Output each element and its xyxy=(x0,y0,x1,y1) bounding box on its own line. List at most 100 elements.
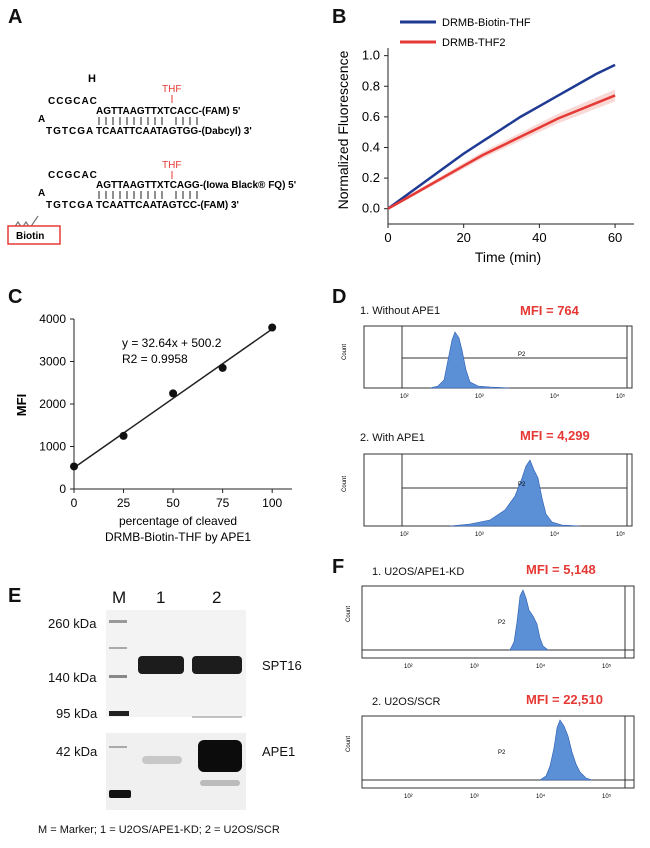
b-ylabel: Normalized Fluorescence xyxy=(335,50,351,209)
c-xlabel-2: DRMB-Biotin-THF by APE1 xyxy=(105,530,251,544)
d-count-2: Count xyxy=(342,476,348,492)
c-data-point xyxy=(268,323,277,332)
e-spt16-band-2 xyxy=(192,656,242,674)
d-gate-1: P2 xyxy=(518,352,526,358)
c-x-tick-label: 25 xyxy=(117,496,131,510)
loop-1c: TGTCGA xyxy=(46,126,94,137)
thf-label-1: THF xyxy=(162,84,181,95)
c-x-tick-label: 0 xyxy=(71,496,78,510)
d-gate-2: P2 xyxy=(518,482,526,488)
top-strand-1: AGTTAAGTTXTCACC-(FAM) 5' xyxy=(96,106,240,117)
d-tick-1d: 10⁵ xyxy=(616,393,626,400)
thf-label-2: THF xyxy=(162,160,181,171)
c-y-tick-label: 2000 xyxy=(39,397,66,411)
f-title-1: 1. U2OS/APE1-KD xyxy=(372,566,465,578)
e-marker-260 xyxy=(109,620,127,623)
c-y-tick-label: 1000 xyxy=(39,440,66,454)
d-hist-peak-1 xyxy=(429,331,511,389)
e-kda-140: 140 kDa xyxy=(48,670,97,685)
e-marker-band xyxy=(109,647,127,649)
e-ape1-band-2b xyxy=(200,780,240,786)
panel-b-label: B xyxy=(332,6,347,28)
panel-c-label: C xyxy=(8,286,23,308)
f-hist-peak-2 xyxy=(539,719,593,781)
f-hist-peak-1 xyxy=(509,589,549,651)
f-count-1: Count xyxy=(346,606,352,622)
e-ape1-label: APE1 xyxy=(262,744,296,759)
e-spt16-label: SPT16 xyxy=(262,658,302,673)
c-x-tick-label: 100 xyxy=(262,496,282,510)
c-r2: R2 = 0.9958 xyxy=(122,352,188,366)
panel-b-chart: DRMB-Biotin-THF DRMB-THF2 Normalized Flu… xyxy=(335,17,634,265)
d-title-1: 1. Without APE1 xyxy=(360,305,441,317)
b-series-line-1 xyxy=(387,63,616,210)
biotin-box xyxy=(7,225,61,245)
f-tick-1b: 10³ xyxy=(470,664,479,670)
d-tick-1a: 10² xyxy=(400,394,409,400)
loop-1: CCGCAC xyxy=(48,96,98,107)
f-tick-1a: 10² xyxy=(404,664,413,670)
c-y-tick-label: 0 xyxy=(59,482,66,496)
f-histogram-1: Count P2 10² 10³ 10⁴ 10⁵ xyxy=(346,585,635,670)
b-y-tick-label: 0.0 xyxy=(362,201,380,216)
bottom-strand-2: TCAATTCAATAGTCC-(FAM) 3' xyxy=(96,200,239,211)
e-kda-42: 42 kDa xyxy=(56,744,98,759)
b-x-tick-label: 40 xyxy=(532,230,546,245)
b-y-tick-label: 0.6 xyxy=(362,109,380,124)
c-x-tick-label: 75 xyxy=(216,496,230,510)
b-y-tick-label: 1.0 xyxy=(362,48,380,63)
loop-1b: A xyxy=(38,114,45,125)
b-error-band xyxy=(388,89,616,211)
panel-d-label: D xyxy=(332,286,347,308)
e-kda-260: 260 kDa xyxy=(48,616,97,631)
d-tick-2c: 10⁴ xyxy=(550,531,560,538)
c-ylabel: MFI xyxy=(14,394,29,416)
c-data-point xyxy=(218,363,227,372)
bottom-strand-1: TCAATTCAATAGTGG-(Dabcyl) 3' xyxy=(96,126,252,137)
loop-2: CCGCAC xyxy=(48,170,98,181)
f-title-2: 2. U2OS/SCR xyxy=(372,696,441,708)
e-marker-140 xyxy=(109,675,127,678)
h-label: H xyxy=(88,73,96,85)
loop-2c: TGTCGA xyxy=(46,200,94,211)
legend-1-label: DRMB-Biotin-THF xyxy=(442,17,531,29)
b-series-line-2 xyxy=(387,94,616,210)
f-tick-1d: 10⁵ xyxy=(602,663,612,670)
d-tick-2b: 10³ xyxy=(475,532,484,538)
f-tick-2b: 10³ xyxy=(470,794,479,800)
f-histogram-2: Count P2 10² 10³ 10⁴ 10⁵ xyxy=(346,715,635,800)
c-xlabel-1: percentage of cleaved xyxy=(119,514,237,528)
f-tick-2d: 10⁵ xyxy=(602,793,612,800)
d-tick-2d: 10⁵ xyxy=(616,531,626,538)
d-histogram-2: Count P2 10² 10³ 10⁴ 10⁵ xyxy=(342,453,633,538)
f-tick-1c: 10⁴ xyxy=(536,663,546,670)
f-gate-2: P2 xyxy=(498,750,506,756)
d-tick-2a: 10² xyxy=(400,532,409,538)
e-kda-95: 95 kDa xyxy=(56,706,98,721)
panel-a-label: A xyxy=(8,6,23,28)
e-lane-1: 1 xyxy=(156,588,166,607)
f-tick-2a: 10² xyxy=(404,794,413,800)
e-caption: M = Marker; 1 = U2OS/APE1-KD; 2 = U2OS/S… xyxy=(38,824,280,836)
b-y-tick-label: 0.4 xyxy=(362,139,380,154)
e-ape1-band-2 xyxy=(198,740,242,772)
b-y-tick-label: 0.8 xyxy=(362,78,380,93)
e-spt16-band-1 xyxy=(138,656,184,674)
d-hist-peak-2 xyxy=(449,459,581,527)
d-title-2: 2. With APE1 xyxy=(360,432,425,444)
d-count-1: Count xyxy=(342,344,348,360)
e-lane-m: M xyxy=(112,588,127,607)
e-lane-2: 2 xyxy=(212,588,222,607)
f-tick-2c: 10⁴ xyxy=(536,793,546,800)
c-data-point xyxy=(169,389,178,398)
d-tick-1b: 10³ xyxy=(475,394,484,400)
top-strand-2: AGTTAAGTTXTCAGG-(Iowa Black® FQ) 5' xyxy=(96,180,296,191)
panel-c-chart: y = 32.64x + 500.2 R2 = 0.9958 MFI perce… xyxy=(14,312,292,544)
f-count-2: Count xyxy=(346,736,352,752)
e-marker-42 xyxy=(109,746,127,748)
legend-2-label: DRMB-THF2 xyxy=(442,37,506,49)
c-data-point xyxy=(119,431,128,440)
b-x-tick-label: 60 xyxy=(608,230,622,245)
b-xlabel: Time (min) xyxy=(475,249,541,265)
d-histogram-1: Count P2 10² 10³ 10⁴ 10⁵ xyxy=(342,325,633,400)
